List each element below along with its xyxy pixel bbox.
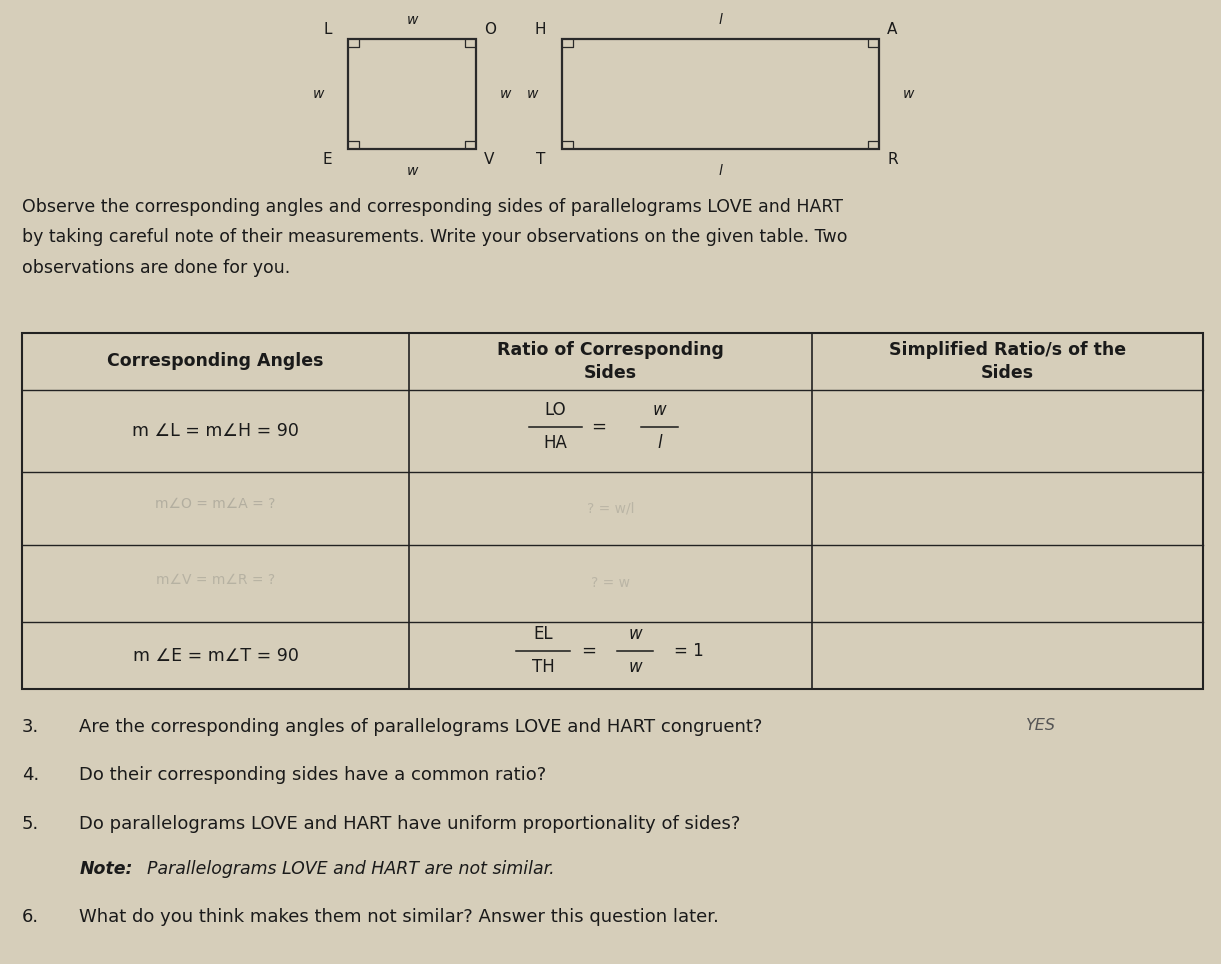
Text: E: E <box>322 152 332 168</box>
Text: Do parallelograms LOVE and HART have uniform proportionality of sides?: Do parallelograms LOVE and HART have uni… <box>79 815 741 833</box>
Text: Ratio of Corresponding: Ratio of Corresponding <box>497 341 724 359</box>
Text: O: O <box>484 21 496 37</box>
Text: m∠O = m∠A = ?: m∠O = m∠A = ? <box>155 496 276 511</box>
Text: l: l <box>718 164 723 178</box>
Text: 5.: 5. <box>22 815 39 833</box>
Text: 6.: 6. <box>22 908 39 926</box>
Text: = 1: = 1 <box>674 642 703 659</box>
Text: H: H <box>535 21 546 37</box>
Text: w: w <box>628 658 642 677</box>
Text: w: w <box>313 87 324 101</box>
Text: Sides: Sides <box>584 364 637 382</box>
Text: w: w <box>526 87 538 101</box>
Text: Are the corresponding angles of parallelograms LOVE and HART congruent?: Are the corresponding angles of parallel… <box>79 718 763 736</box>
Text: ? = w: ? = w <box>591 576 630 590</box>
Text: l: l <box>718 13 723 27</box>
Text: l: l <box>657 434 662 452</box>
Bar <box>348 39 476 149</box>
Text: m ∠E = m∠T = 90: m ∠E = m∠T = 90 <box>133 647 298 664</box>
Text: 4.: 4. <box>22 766 39 785</box>
Text: Sides: Sides <box>980 364 1034 382</box>
Text: LO: LO <box>545 401 567 418</box>
Text: Note:: Note: <box>79 860 133 878</box>
Text: EL: EL <box>534 625 553 643</box>
Text: YES: YES <box>1026 718 1056 734</box>
Text: w: w <box>904 87 915 101</box>
Text: L: L <box>324 21 332 37</box>
Text: T: T <box>536 152 546 168</box>
Text: A: A <box>886 21 897 37</box>
Text: Parallelograms LOVE and HART are not similar.: Parallelograms LOVE and HART are not sim… <box>147 860 554 878</box>
Text: w: w <box>501 87 512 101</box>
Text: m∠V = m∠R = ?: m∠V = m∠R = ? <box>156 574 275 587</box>
Text: V: V <box>484 152 495 168</box>
Text: w: w <box>407 164 418 178</box>
Text: w: w <box>628 625 642 643</box>
Text: w: w <box>407 13 418 27</box>
Text: by taking careful note of their measurements. Write your observations on the giv: by taking careful note of their measurem… <box>22 228 847 247</box>
Bar <box>22 333 1203 689</box>
Text: R: R <box>886 152 897 168</box>
Text: observations are done for you.: observations are done for you. <box>22 259 291 278</box>
Bar <box>562 39 879 149</box>
Text: w: w <box>652 401 667 418</box>
Text: What do you think makes them not similar? Answer this question later.: What do you think makes them not similar… <box>79 908 719 926</box>
Text: Corresponding Angles: Corresponding Angles <box>107 353 324 370</box>
Text: =: = <box>591 417 606 436</box>
Text: Simplified Ratio/s of the: Simplified Ratio/s of the <box>889 341 1126 359</box>
Text: Do their corresponding sides have a common ratio?: Do their corresponding sides have a comm… <box>79 766 547 785</box>
Text: TH: TH <box>532 658 554 677</box>
Text: HA: HA <box>543 434 568 452</box>
Text: Observe the corresponding angles and corresponding sides of parallelograms LOVE : Observe the corresponding angles and cor… <box>22 198 842 216</box>
Text: m ∠L = m∠H = 90: m ∠L = m∠H = 90 <box>132 422 299 441</box>
Text: 3.: 3. <box>22 718 39 736</box>
Text: =: = <box>581 642 596 659</box>
Text: ? = w/l: ? = w/l <box>587 501 634 516</box>
